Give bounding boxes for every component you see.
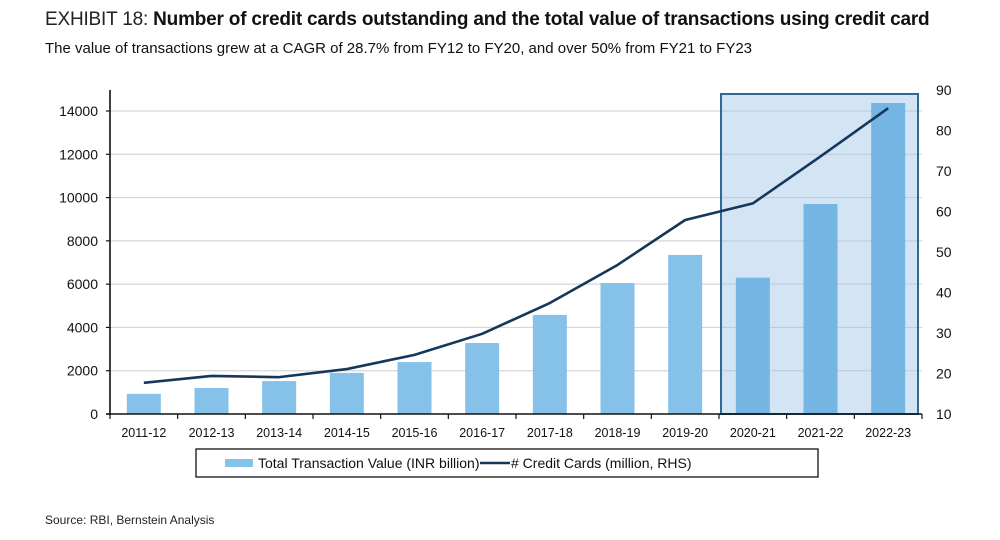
x-tick-label: 2013-14 bbox=[256, 426, 302, 440]
right-tick-label: 30 bbox=[936, 325, 952, 341]
left-tick-label: 8000 bbox=[67, 233, 98, 249]
left-tick-label: 14000 bbox=[59, 103, 98, 119]
x-tick-label: 2019-20 bbox=[662, 426, 708, 440]
bar-2014-15 bbox=[329, 372, 364, 414]
chart-title: EXHIBIT 18: Number of credit cards outst… bbox=[45, 9, 930, 31]
left-tick-label: 10000 bbox=[59, 190, 98, 206]
exhibit-label: EXHIBIT 18: bbox=[45, 9, 154, 30]
left-tick-label: 6000 bbox=[67, 276, 98, 292]
x-tick-label: 2014-15 bbox=[324, 426, 370, 440]
x-tick-label: 2022-23 bbox=[865, 426, 911, 440]
bar-2021-22 bbox=[803, 204, 838, 414]
x-tick-label: 2016-17 bbox=[459, 426, 505, 440]
right-tick-label: 10 bbox=[936, 406, 952, 422]
credit-cards-line bbox=[143, 107, 889, 385]
bar-2011-12 bbox=[126, 393, 161, 414]
right-tick-label: 40 bbox=[936, 285, 952, 301]
chart-title-text: Number of credit cards outstanding and t… bbox=[153, 9, 930, 30]
left-tick-label: 0 bbox=[90, 406, 98, 422]
x-tick-label: 2011-12 bbox=[121, 426, 166, 440]
right-tick-label: 70 bbox=[936, 163, 952, 179]
x-tick-label: 2012-13 bbox=[189, 426, 235, 440]
source-note: Source: RBI, Bernstein Analysis bbox=[45, 513, 215, 527]
right-tick-label: 80 bbox=[936, 123, 952, 139]
legend-box bbox=[195, 448, 819, 478]
bar-2018-19 bbox=[600, 283, 635, 414]
x-tick-label: 2020-21 bbox=[730, 426, 776, 440]
bar-2020-21 bbox=[735, 277, 770, 414]
left-tick-label: 4000 bbox=[67, 319, 98, 335]
right-tick-label: 20 bbox=[936, 366, 952, 382]
right-tick-label: 90 bbox=[936, 82, 952, 98]
bar-2022-23 bbox=[871, 102, 906, 415]
bar-2012-13 bbox=[194, 388, 229, 414]
x-tick-label: 2018-19 bbox=[595, 426, 641, 440]
bar-2016-17 bbox=[465, 343, 500, 414]
chart-subtitle: The value of transactions grew at a CAGR… bbox=[45, 40, 753, 57]
bar-2017-18 bbox=[532, 314, 567, 414]
x-tick-label: 2017-18 bbox=[527, 426, 573, 440]
legend-label-line: # Credit Cards (million, RHS) bbox=[511, 455, 691, 471]
x-tick-label: 2015-16 bbox=[392, 426, 438, 440]
right-tick-label: 60 bbox=[936, 204, 952, 220]
legend-label-bar: Total Transaction Value (INR billion) bbox=[258, 455, 480, 471]
left-tick-label: 12000 bbox=[59, 146, 98, 162]
bar-2015-16 bbox=[397, 362, 432, 414]
right-tick-label: 50 bbox=[936, 244, 952, 260]
bar-2019-20 bbox=[668, 254, 703, 414]
left-tick-label: 2000 bbox=[67, 363, 98, 379]
chart: 0 2000 4000 6000 8000 10000 12000 14000 10 20 30 40… bbox=[59, 82, 952, 478]
x-tick-label: 2021-22 bbox=[798, 426, 844, 440]
bar-2013-14 bbox=[262, 381, 297, 414]
legend-swatch-bar bbox=[225, 459, 253, 467]
